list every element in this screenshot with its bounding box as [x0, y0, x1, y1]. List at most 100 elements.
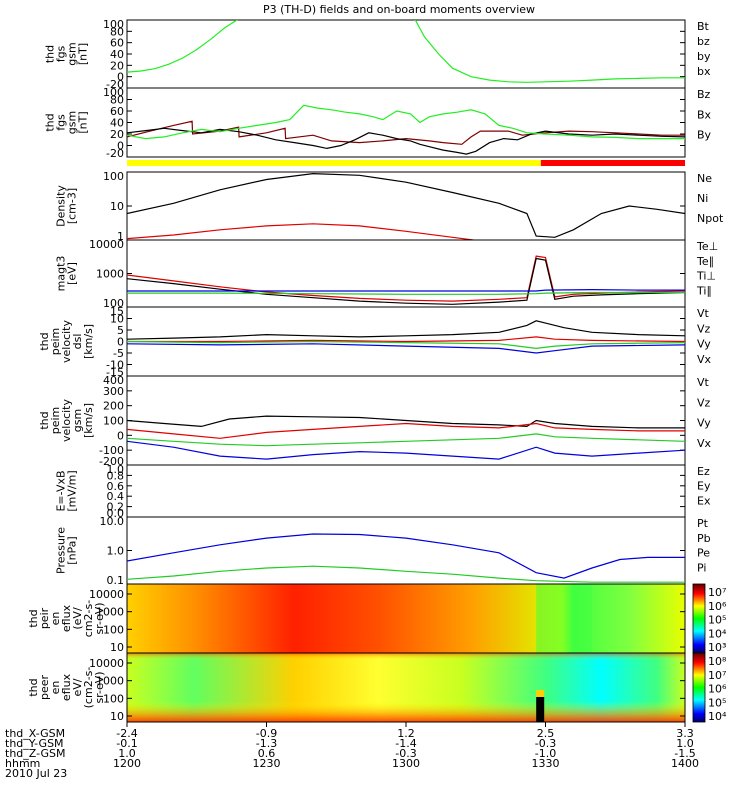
legend-Vt: Vt: [697, 376, 710, 389]
y-axis-label-line: gsm: [66, 111, 79, 134]
colorbar-tick-label: 10⁵: [708, 614, 726, 627]
series-line: [127, 422, 685, 439]
series-line: [127, 104, 685, 140]
y-tick-label: 1.0: [107, 545, 125, 558]
y-axis-label-line: gsm: [71, 409, 84, 432]
orbit-row-value: -1.3: [256, 737, 277, 750]
spectrogram-low-region: [536, 584, 592, 653]
legend-Bz: Bz: [697, 88, 711, 101]
legend-Bx: Bx: [697, 108, 712, 121]
y-axis-label-line: (cm2-s-: [82, 667, 95, 709]
colorbar-tick-label: 10⁸: [708, 655, 727, 668]
y-tick-label: 100: [103, 297, 124, 310]
y-axis-label-line: fgs: [55, 114, 68, 131]
legend-Pe: Pe: [697, 547, 710, 560]
y-tick-label: -200: [99, 455, 124, 468]
legend-Ne: Ne: [697, 172, 712, 185]
orbit-row-value: -1.4: [395, 737, 416, 750]
y-tick-label: 10000: [89, 657, 124, 670]
y-tick-label: -5: [113, 347, 124, 360]
y-tick-label: 0.1: [107, 574, 125, 587]
y-axis-label-line: thd: [44, 113, 57, 131]
panel-temperature: 10000 1000 100 magt3[eV] Te⊥ Te∥ Ti⊥Ti∥: [55, 238, 719, 310]
series-line: [127, 20, 685, 83]
legend-Pt: Pt: [697, 517, 709, 530]
y-tick-label: 10: [110, 200, 124, 213]
time-tick-label: 1330: [532, 757, 560, 770]
y-axis-label-line: en: [49, 612, 62, 626]
series-line: [127, 291, 685, 295]
y-axis-label-line: peim: [49, 407, 62, 435]
panel-density: 100 10 1 Density[cm-3] Ne Ni Npot: [55, 170, 724, 243]
y-tick-label: -15: [106, 366, 124, 379]
y-tick-label: 300: [103, 385, 124, 398]
panel-frame: [126, 87, 686, 158]
orbit-row-value: -0.1: [116, 737, 137, 750]
y-axis-label-line: velocity: [60, 320, 73, 363]
spectrogram-band: [127, 653, 685, 722]
y-axis-label-line: thd: [27, 678, 40, 696]
y-tick-label: 0.0: [107, 507, 125, 520]
y-tick-label: 60: [110, 37, 124, 50]
y-axis-label-line: thd: [38, 411, 51, 429]
panel-frame: [126, 464, 686, 518]
y-tick-label: 10.0: [100, 515, 125, 528]
series-line: [127, 440, 685, 460]
time-tick-label: 1200: [113, 757, 141, 770]
y-axis-label-line: thd: [38, 332, 51, 350]
time-axis-label: hhmm: [5, 757, 40, 770]
orbit-row-value: -1.5: [674, 747, 695, 760]
y-tick-label: 1.0: [107, 463, 125, 476]
colorbar: [692, 583, 706, 654]
y-tick-label: 0.2: [107, 501, 125, 514]
y-axis-label-line: peir: [38, 607, 51, 629]
y-axis-label-line: Pressure: [55, 527, 68, 574]
legend-Vt: Vt: [697, 307, 710, 320]
y-tick-label: 0: [117, 71, 124, 84]
orbit-row-value: 1.0: [676, 737, 694, 750]
y-tick-label: 100: [103, 623, 124, 636]
series-line: [127, 415, 685, 429]
y-tick-label: 5: [117, 324, 124, 337]
colorbar-tick-label: 10⁶: [708, 600, 727, 613]
series-line: [127, 255, 685, 302]
panel-frame: [126, 239, 686, 308]
y-tick-label: 0: [117, 429, 124, 442]
y-tick-label: 10000: [89, 238, 124, 251]
colorbar-tick-label: 10⁴: [708, 627, 727, 640]
legend-Ex: Ex: [697, 494, 711, 507]
y-axis-label-line: (eV/: [71, 607, 84, 630]
y-axis-label-line: [km/s]: [82, 324, 95, 359]
mode-bar-segment: [127, 160, 541, 166]
spectrogram-gap: [536, 697, 545, 722]
series-line: [127, 120, 685, 145]
orbit-row-value: 0.6: [258, 747, 276, 760]
chart-title: P3 (TH-D) fields and on-board moments ov…: [263, 3, 535, 16]
y-tick-label: 200: [103, 400, 124, 413]
y-tick-label: 100: [103, 692, 124, 705]
colorbar: [692, 652, 706, 723]
y-axis-label-line: [eV]: [66, 262, 79, 285]
y-axis-label-line: dsl: [71, 334, 84, 350]
y-tick-label: 40: [110, 48, 124, 61]
legend-by: by: [697, 50, 711, 63]
y-axis-label-line: thd: [27, 609, 40, 627]
legend-Te∥: Te∥: [696, 255, 714, 268]
time-tick-label: 1230: [253, 757, 281, 770]
panels: 100806040200-20thdfgsgsm[nT]Btbzbybx1008…: [27, 18, 727, 723]
y-axis-label-line: sr-eV): [93, 671, 106, 703]
y-axis-label-line: [cm-3]: [66, 188, 79, 224]
y-tick-label: 10000: [89, 588, 124, 601]
legend-Vx: Vx: [697, 353, 712, 366]
y-axis-label: Pressure[nPa]: [55, 527, 79, 574]
series-line: [127, 172, 685, 238]
